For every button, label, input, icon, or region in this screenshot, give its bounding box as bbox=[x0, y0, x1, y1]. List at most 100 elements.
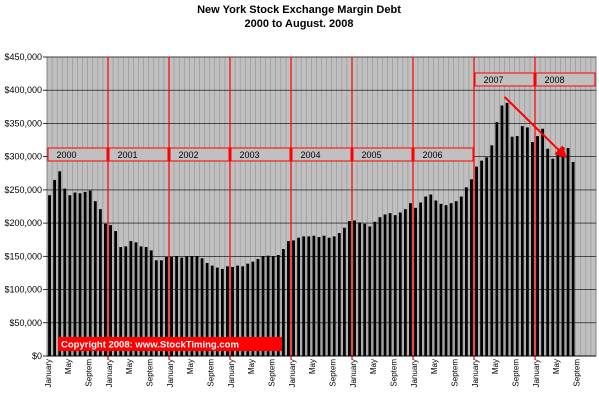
y-tick-label: $350,000 bbox=[4, 118, 42, 128]
bar bbox=[358, 222, 362, 356]
year-label: 2006 bbox=[423, 150, 443, 160]
bar bbox=[342, 227, 346, 356]
bar bbox=[571, 161, 575, 356]
year-box bbox=[169, 147, 230, 162]
x-tick-label: January bbox=[166, 359, 175, 387]
bar bbox=[398, 212, 402, 356]
bar bbox=[256, 258, 260, 356]
bar bbox=[58, 171, 62, 356]
bar bbox=[271, 256, 275, 356]
year-box bbox=[47, 147, 108, 162]
x-tick-label: Septem bbox=[389, 359, 398, 387]
bar bbox=[220, 268, 224, 356]
trend-arrow bbox=[503, 96, 567, 159]
bar bbox=[241, 266, 245, 356]
bar bbox=[281, 249, 285, 356]
year-label: 2005 bbox=[362, 150, 382, 160]
bar bbox=[464, 187, 468, 356]
bar bbox=[149, 250, 153, 356]
x-tick-label: May bbox=[125, 359, 134, 374]
bar bbox=[322, 235, 326, 356]
bar bbox=[556, 154, 560, 356]
bar bbox=[470, 179, 473, 356]
x-tick-label: January bbox=[227, 359, 236, 387]
x-tick-label: Septem bbox=[145, 359, 154, 387]
copyright-text: Copyright 2008: www.StockTiming.com bbox=[61, 340, 239, 351]
bar bbox=[190, 256, 194, 356]
bar bbox=[261, 256, 265, 356]
year-box bbox=[108, 147, 169, 162]
x-tick-label: Septem bbox=[572, 359, 581, 387]
year-box bbox=[413, 147, 474, 162]
bar bbox=[93, 201, 97, 356]
y-tick-label: $200,000 bbox=[4, 218, 42, 228]
year-box bbox=[291, 147, 352, 162]
bar bbox=[266, 255, 270, 356]
bar bbox=[419, 202, 423, 356]
bar bbox=[195, 256, 199, 356]
bars bbox=[48, 102, 575, 356]
bar bbox=[429, 194, 433, 356]
x-tick-label: Septem bbox=[511, 359, 520, 387]
bar bbox=[551, 158, 555, 356]
x-tick-label: May bbox=[369, 359, 378, 374]
year-label: 2001 bbox=[118, 150, 138, 160]
bar bbox=[205, 262, 209, 356]
bar bbox=[210, 265, 214, 356]
bar bbox=[307, 236, 311, 356]
x-tick-label: Septem bbox=[450, 359, 459, 387]
bar bbox=[236, 265, 240, 356]
x-tick-label: January bbox=[44, 359, 53, 387]
y-tick-label: $0 bbox=[32, 351, 42, 361]
x-tick-label: Septem bbox=[206, 359, 215, 387]
x-tick-label: May bbox=[64, 359, 73, 374]
bar bbox=[383, 214, 387, 356]
bar bbox=[525, 127, 529, 356]
bar bbox=[500, 105, 504, 356]
bar bbox=[485, 157, 489, 356]
bar bbox=[475, 166, 478, 356]
year-box bbox=[230, 147, 291, 162]
bar bbox=[378, 217, 382, 356]
x-tick-label: January bbox=[471, 359, 480, 387]
plot-area: $0 $50,000 $100,000 $150,000 $200,000 $250,00… bbox=[4, 52, 597, 388]
bar bbox=[297, 237, 301, 356]
copyright-background bbox=[58, 337, 282, 351]
bar bbox=[104, 223, 107, 356]
y-tick-label: $100,000 bbox=[4, 285, 42, 295]
x-tick-label: Septem bbox=[328, 359, 337, 387]
bar bbox=[119, 247, 123, 356]
bar bbox=[439, 203, 443, 356]
bar bbox=[276, 255, 280, 356]
bar bbox=[515, 136, 519, 356]
bar bbox=[98, 209, 102, 356]
bar bbox=[109, 225, 112, 356]
bar bbox=[449, 203, 453, 356]
year-box bbox=[352, 147, 413, 162]
bar bbox=[353, 220, 356, 356]
y-tick-label: $250,000 bbox=[4, 185, 42, 195]
bar bbox=[175, 256, 179, 356]
bar bbox=[348, 221, 351, 356]
bar bbox=[68, 195, 72, 356]
bar bbox=[78, 193, 82, 356]
year-label: 2004 bbox=[301, 150, 321, 160]
x-tick-label: May bbox=[491, 359, 500, 374]
y-tick-label: $50,000 bbox=[9, 318, 42, 328]
bar bbox=[287, 241, 290, 356]
bar bbox=[495, 122, 499, 356]
chart-title: New York Stock Exchange Margin Debt bbox=[197, 4, 401, 16]
year-box bbox=[535, 72, 596, 87]
bar bbox=[444, 205, 448, 356]
x-tick-label: May bbox=[552, 359, 561, 374]
bar bbox=[246, 263, 250, 356]
x-tick-label: Septem bbox=[84, 359, 93, 387]
year-dividers bbox=[107, 57, 536, 359]
y-tick-label: $400,000 bbox=[4, 85, 42, 95]
bar bbox=[124, 246, 128, 356]
x-tick-label: May bbox=[308, 359, 317, 374]
year-label: 2003 bbox=[240, 150, 260, 160]
x-tick-labels: January May Septem January May Septem January M… bbox=[44, 359, 582, 388]
chart-subtitle: 2000 to August. 2008 bbox=[244, 18, 353, 30]
year-label: 2007 bbox=[484, 75, 504, 85]
